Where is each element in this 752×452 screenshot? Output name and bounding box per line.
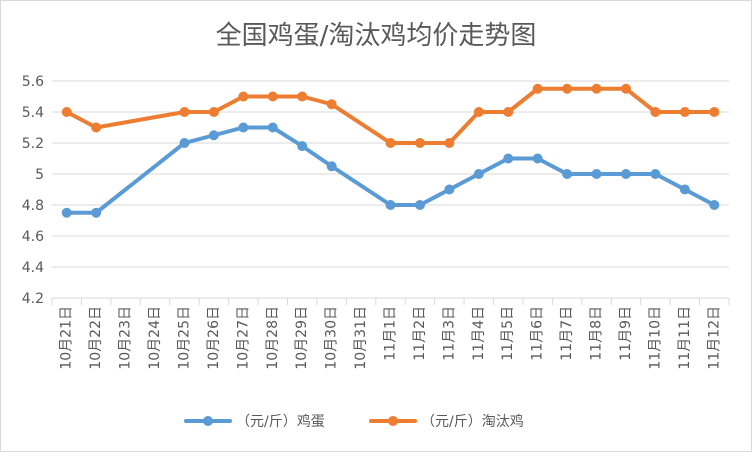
x-tick-label: 10月25日 [176,306,192,370]
x-tick-label: 11月5日 [500,306,516,361]
series-1 [61,83,720,148]
x-axis-ticks: 10月21日 10月22日 10月23日 10月24日 10月25日 10月26日 10月2… [59,306,723,370]
data-point [473,107,484,117]
x-tick-label: 11月4日 [471,306,487,361]
y-axis-ticks: 4.2 4.4 4.6 4.8 5 5.2 5.4 5.6 [22,74,44,307]
data-point [562,169,573,179]
x-tick-label: 11月7日 [559,306,575,361]
data-point [620,169,631,179]
x-tick-label: 10月23日 [118,306,134,370]
x-tick-label: 11月6日 [530,306,546,361]
data-point [444,184,455,195]
data-point [650,107,661,117]
y-tick-label: 5.2 [22,136,44,152]
legend-marker [203,416,213,426]
legend-marker [388,416,398,426]
data-point [591,169,602,179]
legend-label: （元/斤）鸡蛋 [236,413,325,430]
data-point [620,83,631,94]
data-point [385,200,396,210]
data-point [503,107,514,117]
data-point [679,107,690,117]
data-point [297,91,308,102]
series-line [64,86,717,145]
x-tick-label: 11月12日 [706,306,722,370]
data-point [179,107,190,117]
x-tick-label: 10月30日 [324,306,340,370]
y-tick-label: 4.8 [22,198,44,214]
series-lines [61,83,720,218]
y-tick-label: 5.4 [22,105,44,121]
y-tick-label: 4.2 [22,291,44,307]
x-tick-label: 11月3日 [441,306,457,361]
data-point [414,138,425,148]
data-point [91,207,102,218]
x-tick-label: 10月22日 [88,306,104,370]
data-point [179,138,190,148]
data-point [532,153,543,164]
data-point [267,91,278,102]
legend: （元/斤）鸡蛋 （元/斤）淘汰鸡 [184,413,524,430]
data-point [679,184,690,195]
x-tick-label: 10月24日 [147,306,163,370]
data-point [297,141,308,152]
data-point [503,153,514,164]
data-point [414,200,425,210]
data-point [709,200,720,210]
grid-lines [51,80,730,305]
data-point [267,122,278,133]
data-point [385,138,396,148]
data-point [61,107,72,117]
y-tick-label: 5 [35,167,44,183]
x-tick-label: 11月8日 [589,306,605,361]
x-tick-label: 10月29日 [294,306,310,370]
chart-title: 全国鸡蛋/淘汰鸡均价走势图 [216,21,537,51]
x-tick-label: 10月28日 [265,306,281,370]
y-tick-label: 4.6 [22,229,44,245]
data-point [208,107,219,117]
data-point [208,130,219,141]
legend-label: （元/斤）淘汰鸡 [421,413,524,430]
data-point [91,122,102,133]
data-point [61,207,72,218]
x-tick-label: 11月9日 [618,306,634,361]
data-point [562,83,573,94]
data-point [650,169,661,179]
x-tick-label: 10月27日 [235,306,251,370]
x-tick-label: 10月21日 [59,306,75,370]
data-point [532,83,543,94]
data-point [326,161,337,172]
x-tick-label: 10月31日 [353,306,369,370]
x-tick-label: 10月26日 [206,306,222,370]
data-point [591,83,602,94]
data-point [326,99,337,110]
series-0 [61,122,720,218]
x-tick-label: 11月1日 [383,306,399,361]
data-point [238,122,249,133]
data-point [473,169,484,179]
x-tick-label: 11月10日 [647,306,663,370]
y-tick-label: 5.6 [22,74,44,90]
x-tick-label: 11月2日 [412,306,428,361]
y-tick-label: 4.4 [22,260,44,276]
legend-item-0: （元/斤）鸡蛋 [184,413,325,430]
data-point [238,91,249,102]
data-point [444,138,455,148]
legend-item-1: （元/斤）淘汰鸡 [369,413,524,430]
data-point [709,107,720,117]
x-tick-label: 11月11日 [677,306,693,370]
